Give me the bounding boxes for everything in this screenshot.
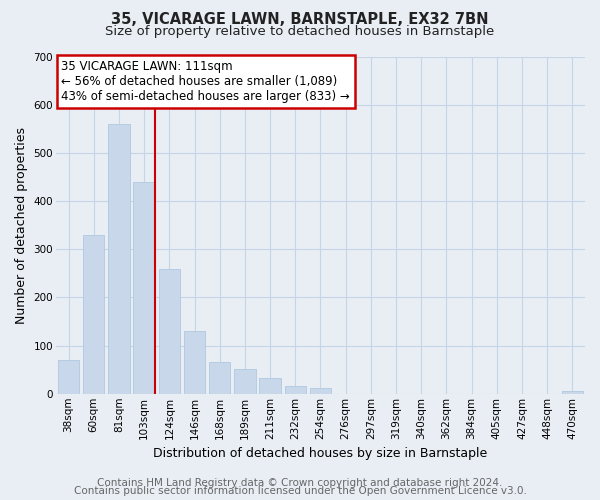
Bar	[108, 124, 130, 394]
Text: 35 VICARAGE LAWN: 111sqm
← 56% of detached houses are smaller (1,089)
43% of sem: 35 VICARAGE LAWN: 111sqm ← 56% of detach…	[61, 60, 350, 103]
Y-axis label: Number of detached properties: Number of detached properties	[15, 126, 28, 324]
Bar	[83, 235, 104, 394]
Bar	[184, 331, 205, 394]
Bar	[284, 386, 306, 394]
Bar	[234, 368, 256, 394]
Bar	[259, 378, 281, 394]
Bar	[209, 362, 230, 394]
Bar	[133, 182, 155, 394]
Bar	[58, 360, 79, 394]
Text: 35, VICARAGE LAWN, BARNSTAPLE, EX32 7BN: 35, VICARAGE LAWN, BARNSTAPLE, EX32 7BN	[111, 12, 489, 28]
Text: Size of property relative to detached houses in Barnstaple: Size of property relative to detached ho…	[106, 25, 494, 38]
Bar	[158, 270, 180, 394]
X-axis label: Distribution of detached houses by size in Barnstaple: Distribution of detached houses by size …	[154, 447, 488, 460]
Bar	[562, 392, 583, 394]
Bar	[310, 388, 331, 394]
Text: Contains public sector information licensed under the Open Government Licence v3: Contains public sector information licen…	[74, 486, 526, 496]
Text: Contains HM Land Registry data © Crown copyright and database right 2024.: Contains HM Land Registry data © Crown c…	[97, 478, 503, 488]
